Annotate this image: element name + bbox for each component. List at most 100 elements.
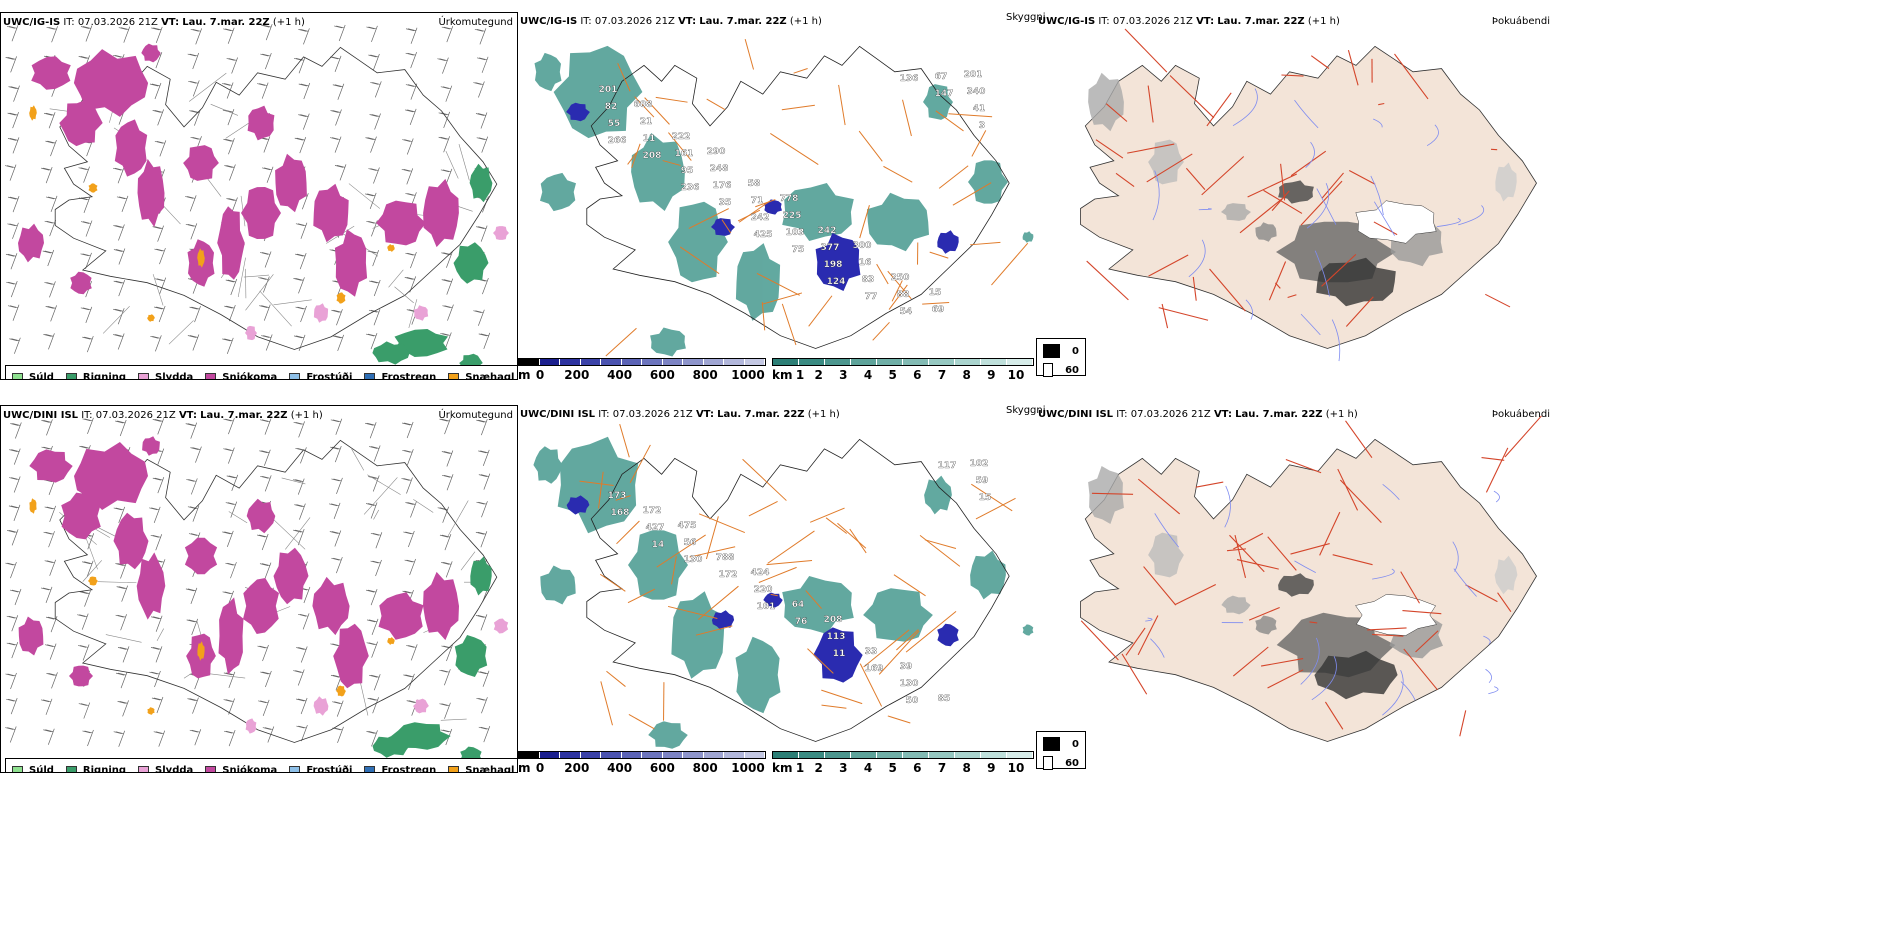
wind-barb	[476, 697, 488, 714]
road-network	[1086, 28, 1511, 329]
panel-title: UWC/DINI ISL IT: 07.03.2026 21Z VT: Lau.…	[520, 409, 840, 420]
colorbar-step	[877, 752, 903, 758]
wind-barb	[366, 220, 378, 237]
wind-barb	[298, 613, 310, 630]
wind-barb	[149, 506, 161, 523]
cloudbase-label: 67	[935, 72, 948, 82]
road	[1147, 85, 1154, 123]
colorbar-tick: 1000	[731, 368, 765, 380]
wind-barb	[149, 670, 161, 688]
cloudbase-area	[763, 592, 783, 608]
legend-label: Rigning	[82, 764, 127, 773]
colorbar-tick: 6	[913, 761, 922, 773]
cloudbase-label: 208	[824, 615, 843, 625]
colorbar-step	[539, 752, 560, 758]
road	[821, 704, 847, 709]
wind-barb	[41, 167, 53, 184]
cloudbase-label: 340	[967, 87, 986, 97]
legend-item: Frostúði	[289, 765, 352, 772]
wind-barb	[80, 220, 93, 237]
cloudbase-label: 85	[938, 694, 951, 704]
cloudbase-colorbar: m 0 200 400 600 800 1000	[518, 358, 766, 380]
fog-panel-bottom: UWC/DINI ISL IT: 07.03.2026 21Z VT: Lau.…	[1036, 405, 1556, 773]
visibility-area	[867, 192, 929, 252]
wind-barb	[369, 279, 381, 297]
snow-area	[142, 436, 160, 456]
colorbar-step	[851, 359, 877, 365]
road	[1324, 701, 1344, 730]
cloudbase-label: 201	[599, 85, 618, 95]
road	[1332, 554, 1373, 566]
legend-label: Súld	[29, 764, 54, 773]
wind-barb	[186, 478, 198, 495]
road	[1146, 153, 1193, 183]
colorbar-unit: km	[772, 761, 793, 773]
visibility-area	[668, 201, 728, 283]
wind-barb	[113, 333, 125, 350]
road	[1378, 102, 1385, 106]
cloudbase-label: 147	[935, 89, 954, 99]
river	[1145, 617, 1153, 622]
precip-map	[5, 417, 509, 766]
river	[1453, 568, 1477, 597]
wind-barb	[43, 728, 55, 745]
river	[1483, 635, 1491, 645]
wind-barb	[190, 446, 202, 463]
snow-area	[273, 547, 309, 605]
road	[1201, 156, 1245, 196]
cloudbase-label: 35	[719, 198, 732, 208]
colorbar-tick: 9	[987, 368, 996, 380]
road	[460, 551, 476, 571]
snow-areas	[18, 436, 459, 689]
wind-barb	[44, 281, 56, 298]
colorbar-step	[799, 752, 825, 758]
visibility-area	[540, 565, 576, 605]
road	[767, 530, 815, 564]
road	[629, 444, 651, 484]
wind-barb	[118, 26, 131, 43]
cloudbase-label: 427	[646, 523, 665, 533]
wind-barb	[154, 140, 167, 157]
wind-barb	[149, 82, 162, 100]
cloudbase-label: 64	[792, 600, 805, 610]
wind-barb	[190, 28, 203, 45]
colorbar-tick: 10	[1007, 761, 1025, 773]
wind-barb	[44, 112, 56, 129]
precip-type-panel-top: UWC/IG-IS IT: 07.03.2026 21Z VT: Lau. 7.…	[0, 12, 518, 380]
cloudbase-label: 33	[865, 647, 878, 657]
colorbar-tick: 8	[962, 761, 971, 773]
cloudbase-label: 88	[897, 290, 910, 300]
road	[1290, 150, 1327, 177]
wind-barbs	[5, 417, 491, 747]
river	[1311, 655, 1337, 701]
wind-barb	[4, 164, 17, 181]
legend-item: Snjókoma	[205, 765, 277, 772]
wind-barb	[40, 698, 53, 715]
road	[606, 670, 626, 687]
wind-barb	[185, 422, 198, 439]
wind-barb	[187, 52, 200, 70]
snow-pellet-area	[88, 183, 98, 193]
wind-barb	[369, 674, 381, 691]
panel-title: UWC/DINI ISL IT: 07.03.2026 21Z VT: Lau.…	[3, 410, 323, 421]
wind-barb	[153, 730, 166, 747]
wind-barb	[80, 306, 93, 323]
wind-barb	[113, 224, 125, 241]
river	[1493, 490, 1500, 503]
colorbar-tick: 400	[607, 761, 633, 773]
sleet-areas	[245, 226, 509, 341]
snow-pellet-area	[336, 292, 346, 304]
wind-barb	[223, 417, 235, 435]
river	[1370, 175, 1384, 216]
road	[991, 242, 1029, 286]
wind-barb	[405, 27, 418, 44]
wind-barb	[441, 561, 453, 578]
wind-barb	[150, 534, 163, 551]
river	[1300, 313, 1321, 336]
colorbar-step	[1007, 359, 1033, 365]
road	[689, 546, 736, 558]
colorbar-ramp	[772, 751, 1034, 759]
wind-barb	[439, 534, 452, 551]
colorbar-tick: 800	[692, 368, 718, 380]
wind-barb	[332, 83, 345, 100]
